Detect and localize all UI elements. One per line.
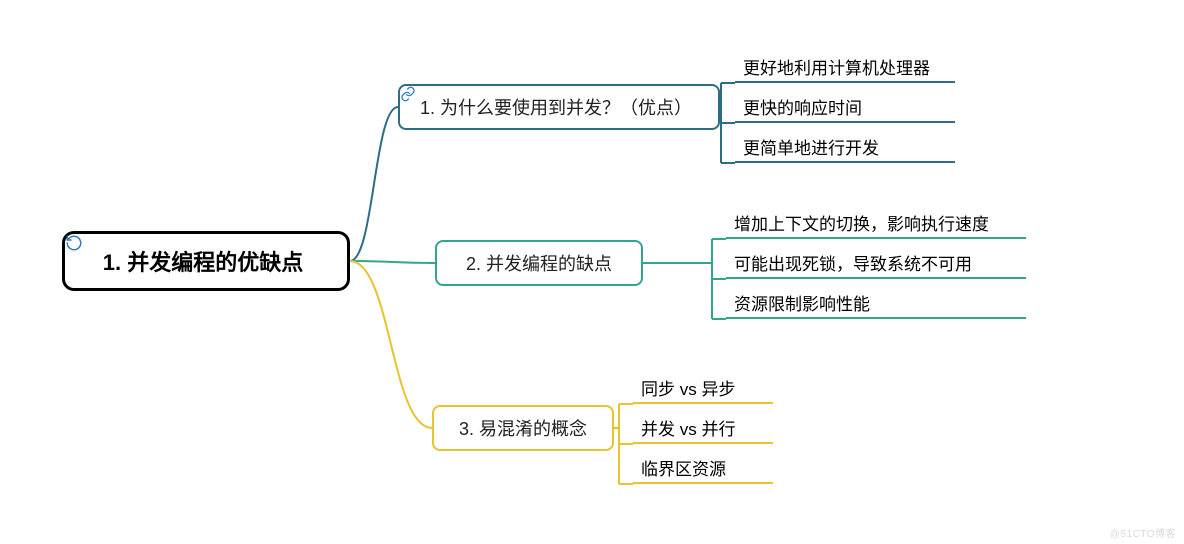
root-node[interactable]: 1. 并发编程的优缺点 [62, 231, 350, 291]
leaf-label: 临界区资源 [641, 455, 726, 480]
root-label: 1. 并发编程的优缺点 [103, 245, 303, 277]
watermark-text: @51CTO博客 [1110, 525, 1176, 540]
leaf-node[interactable]: 可能出现死锁，导致系统不可用 [726, 249, 1026, 279]
branch-node-b3[interactable]: 3. 易混淆的概念 [432, 405, 614, 451]
leaf-label: 资源限制影响性能 [734, 290, 870, 315]
leaf-label: 可能出现死锁，导致系统不可用 [734, 250, 972, 275]
branch-label: 1. 为什么要使用到并发？（优点） [420, 94, 692, 120]
branch-node-b1[interactable]: 1. 为什么要使用到并发？（优点） [398, 84, 720, 130]
edge [350, 107, 398, 261]
leaf-label: 更快的响应时间 [743, 94, 862, 119]
leaf-node[interactable]: 资源限制影响性能 [726, 289, 1026, 319]
leaf-node[interactable]: 同步 vs 异步 [633, 374, 773, 404]
edge [350, 261, 435, 263]
leaf-node[interactable]: 并发 vs 并行 [633, 414, 773, 444]
edge [350, 261, 432, 428]
leaf-label: 增加上下文的切换，影响执行速度 [734, 210, 989, 235]
leaf-node[interactable]: 更简单地进行开发 [735, 133, 955, 163]
leaf-node[interactable]: 更好地利用计算机处理器 [735, 53, 955, 83]
leaf-label: 同步 vs 异步 [641, 375, 735, 400]
leaf-label: 更简单地进行开发 [743, 134, 879, 159]
leaf-node[interactable]: 临界区资源 [633, 454, 773, 484]
leaf-node[interactable]: 增加上下文的切换，影响执行速度 [726, 209, 1026, 239]
leaf-label: 并发 vs 并行 [641, 415, 735, 440]
branch-node-b2[interactable]: 2. 并发编程的缺点 [435, 240, 643, 286]
leaf-label: 更好地利用计算机处理器 [743, 54, 930, 79]
leaf-node[interactable]: 更快的响应时间 [735, 93, 955, 123]
branch-label: 2. 并发编程的缺点 [466, 250, 612, 276]
branch-label: 3. 易混淆的概念 [459, 415, 587, 441]
